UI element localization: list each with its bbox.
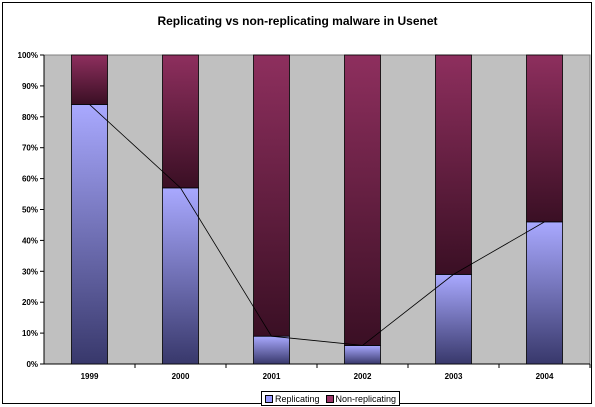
y-tick-label: 80% bbox=[22, 113, 38, 122]
legend-label-non-replicating: Non-replicating bbox=[335, 393, 397, 404]
y-tick-label: 90% bbox=[22, 82, 38, 91]
legend-swatch-replicating bbox=[265, 394, 273, 403]
bar-replicating-2003 bbox=[435, 273, 472, 365]
x-tick-label-2004: 2004 bbox=[536, 372, 554, 381]
x-tick-label-2002: 2002 bbox=[354, 372, 372, 381]
x-tick-label-1999: 1999 bbox=[81, 372, 99, 381]
bar-non-replicating-1999 bbox=[71, 54, 108, 105]
y-tick-label: 30% bbox=[22, 267, 38, 276]
y-tick-label: 20% bbox=[22, 298, 38, 307]
legend-item-replicating: Replicating bbox=[265, 394, 320, 404]
legend-swatch-non-replicating bbox=[325, 394, 334, 403]
chart-title: Replicating vs non-replicating malware i… bbox=[157, 14, 438, 28]
y-tick-label: 60% bbox=[22, 175, 38, 184]
x-tick-label-2003: 2003 bbox=[445, 372, 463, 381]
x-tick-label-2000: 2000 bbox=[172, 372, 190, 381]
y-tick-label: 40% bbox=[22, 236, 38, 245]
y-tick-label: 0% bbox=[26, 360, 38, 369]
bar-non-replicating-2003 bbox=[435, 54, 472, 275]
y-tick-label: 100% bbox=[18, 51, 38, 60]
bar-replicating-2002 bbox=[344, 345, 381, 365]
bar-replicating-1999 bbox=[71, 104, 108, 365]
legend-item-non-replicating: Non-replicating bbox=[325, 393, 397, 404]
legend-label-replicating: Replicating bbox=[275, 393, 320, 404]
y-tick-label: 10% bbox=[22, 329, 38, 338]
replicating-series-line bbox=[89, 104, 545, 346]
bar-replicating-2004 bbox=[526, 221, 563, 365]
bar-replicating-2000 bbox=[162, 187, 199, 365]
legend: Replicating Non-replicating bbox=[261, 391, 401, 406]
bar-non-replicating-2001 bbox=[253, 54, 290, 337]
bar-non-replicating-2004 bbox=[526, 54, 563, 223]
x-tick-label-2001: 2001 bbox=[263, 372, 281, 381]
bar-non-replicating-2002 bbox=[344, 54, 381, 346]
y-tick-label: 50% bbox=[22, 206, 38, 215]
bar-non-replicating-2000 bbox=[162, 54, 199, 189]
bar-replicating-2001 bbox=[253, 335, 290, 365]
y-tick-label: 70% bbox=[22, 144, 38, 153]
plot-background bbox=[43, 54, 591, 365]
